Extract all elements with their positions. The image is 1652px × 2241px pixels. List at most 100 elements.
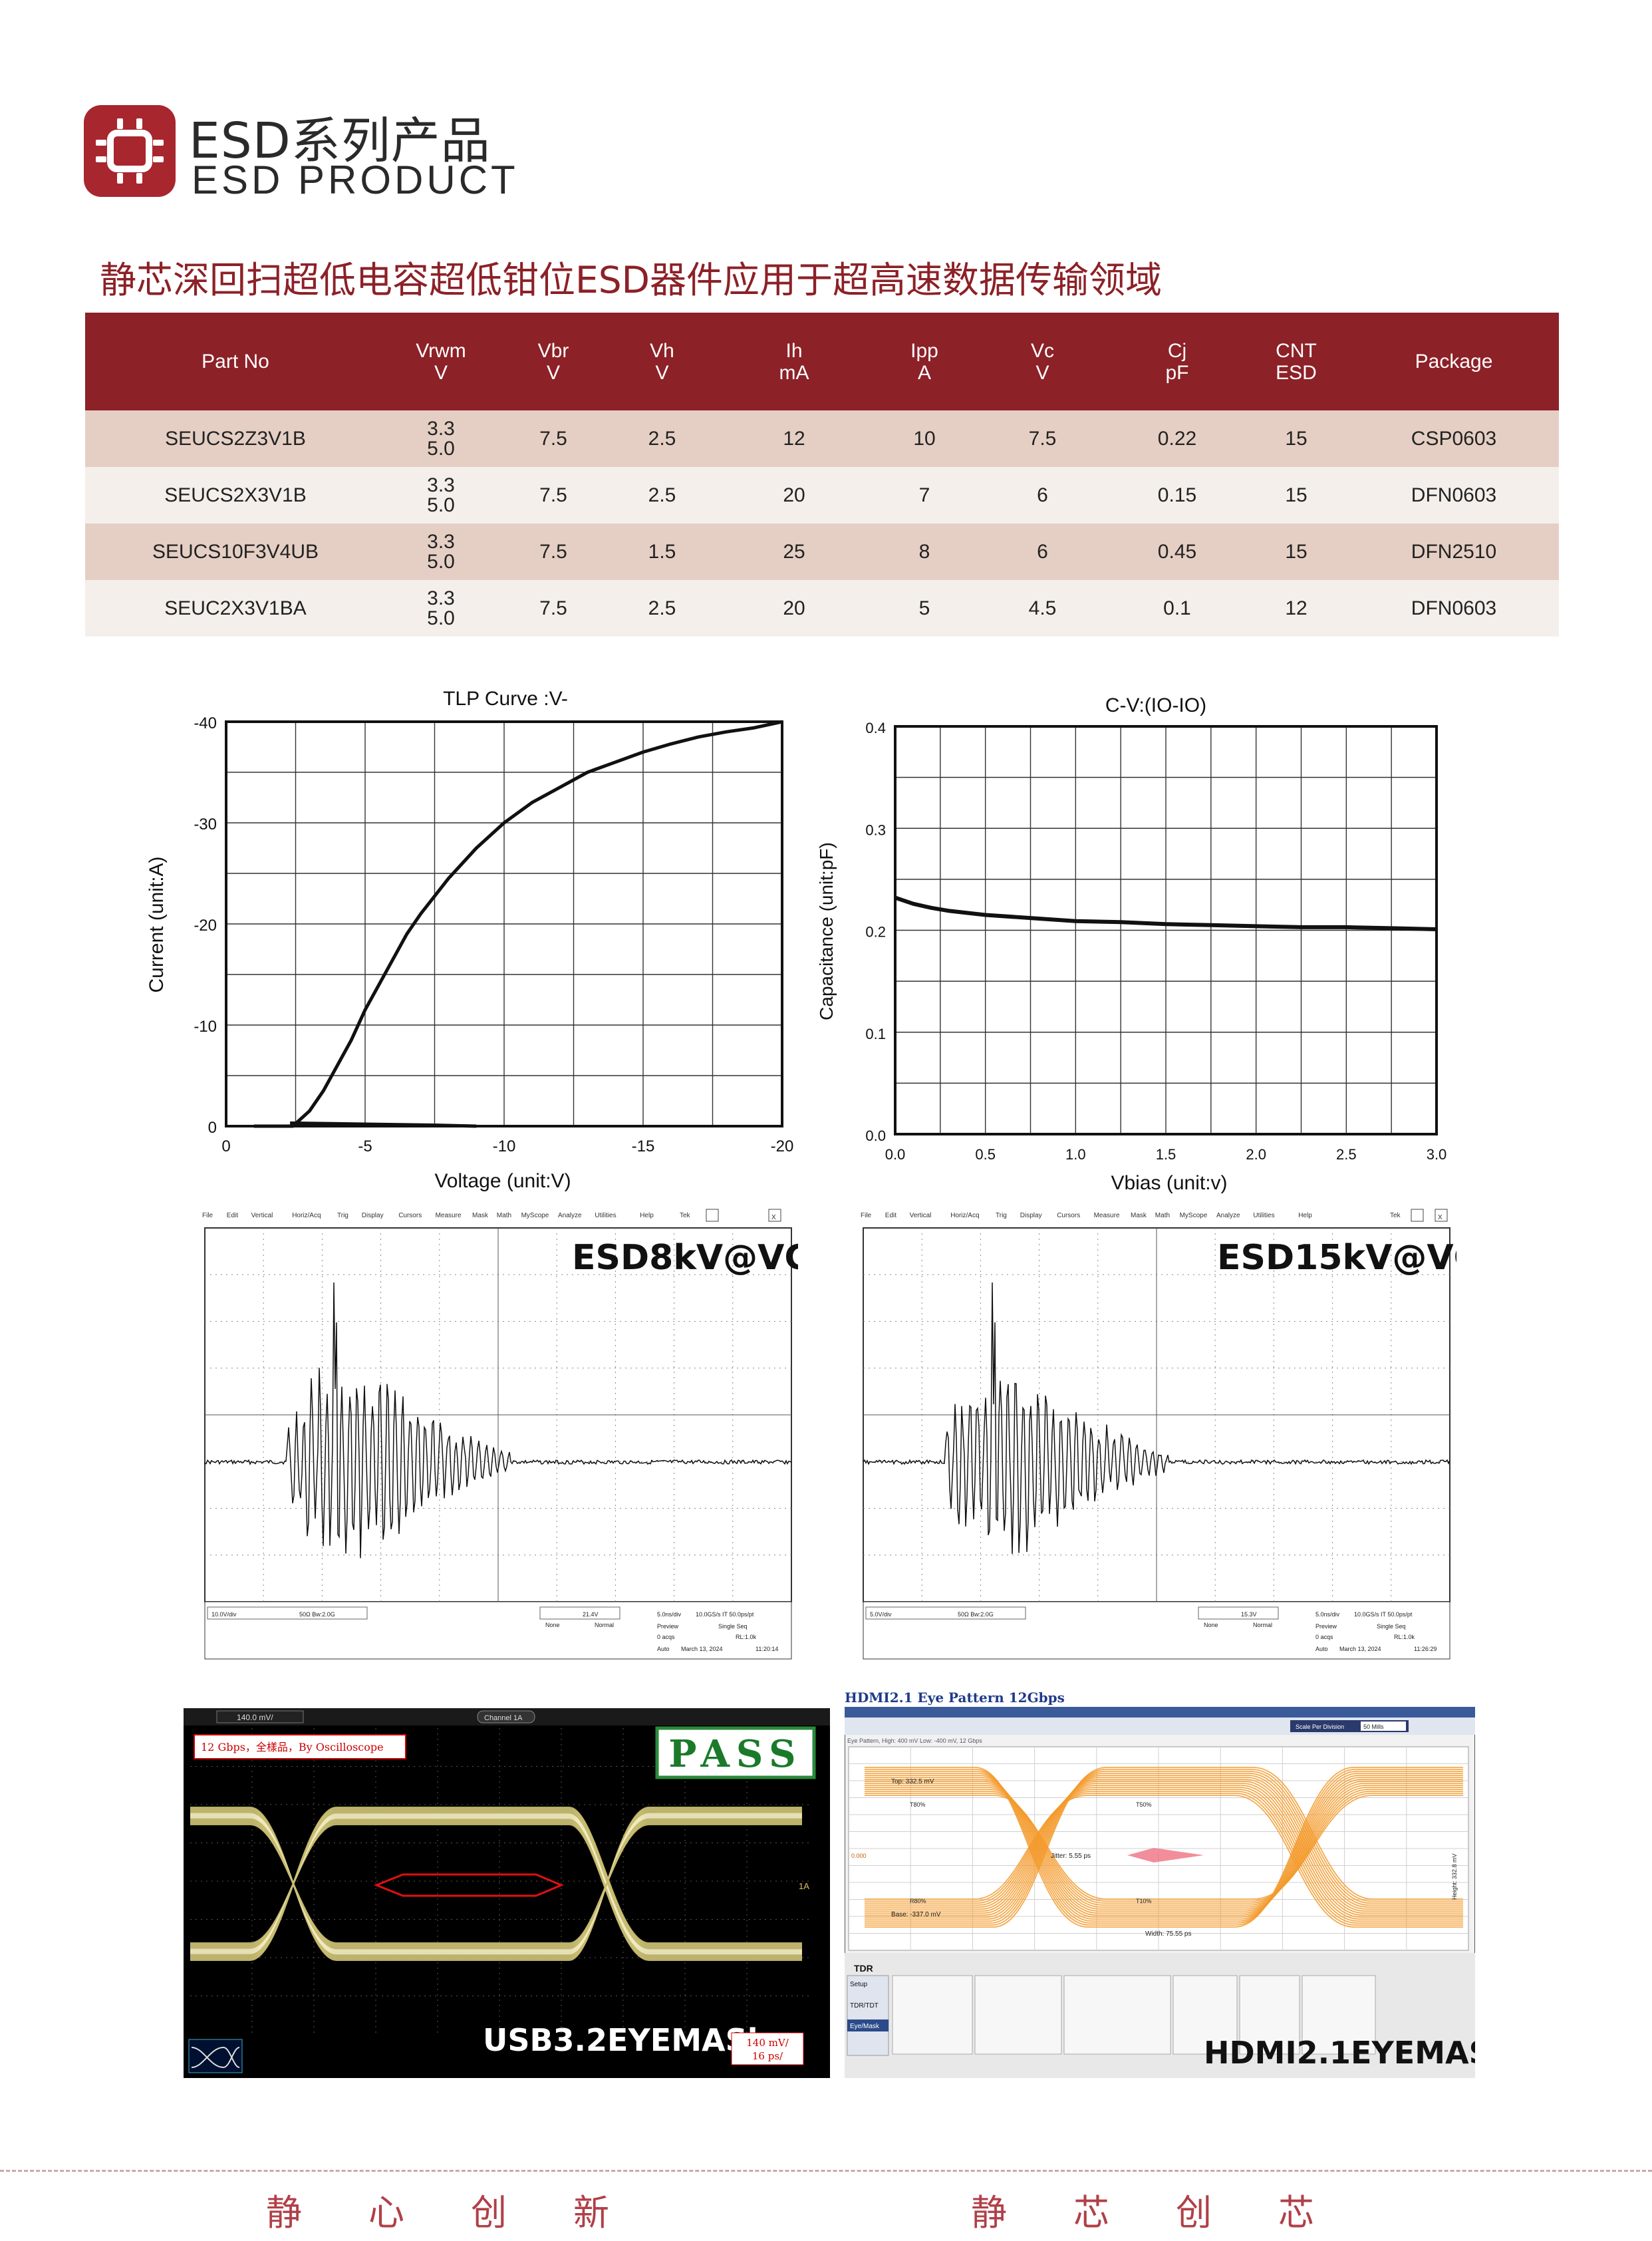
menu-item[interactable]: Measure xyxy=(436,1212,462,1219)
channel-pill[interactable] xyxy=(477,1710,535,1723)
cell-vrwm: 3.3 5.0 xyxy=(386,410,496,467)
menu-item[interactable]: Trig xyxy=(337,1212,348,1219)
capture-time: 11:20:14 xyxy=(756,1646,778,1652)
settings-panel[interactable] xyxy=(892,1975,973,2055)
scale-readout: 140.0 mV/ xyxy=(237,1713,273,1722)
marker-low2: T10% xyxy=(1136,1898,1152,1904)
menu-item[interactable]: Measure xyxy=(1094,1212,1120,1219)
menu-item[interactable]: File xyxy=(861,1212,872,1219)
menu-item[interactable]: Edit xyxy=(227,1212,238,1219)
channel-marker: 1A xyxy=(799,1881,809,1891)
menu-item[interactable]: Horiz/Acq xyxy=(950,1212,979,1219)
channel-readout[interactable] xyxy=(865,1606,1026,1620)
y-tick-label: 0 xyxy=(208,1119,217,1137)
scope-waveform xyxy=(863,1282,1450,1555)
menu-item[interactable]: Edit xyxy=(885,1212,896,1219)
menu-item[interactable]: Help xyxy=(1298,1212,1312,1219)
menu-item[interactable]: Mask xyxy=(1131,1212,1147,1219)
tek-logo: Tek xyxy=(680,1212,691,1219)
menu-item[interactable]: Vertical xyxy=(910,1212,932,1219)
capture-date: March 13, 2024 xyxy=(1339,1646,1381,1652)
scale-field[interactable] xyxy=(216,1710,304,1723)
brand-title-cn: ESD系列产品 xyxy=(189,112,491,170)
cell-package: DFN2510 xyxy=(1349,523,1559,580)
menu-item[interactable]: Vertical xyxy=(251,1212,273,1219)
cell-part: SEUCS2Z3V1B xyxy=(85,410,386,467)
y-tick-label: 0.0 xyxy=(865,1127,886,1144)
settings-panel[interactable] xyxy=(1172,1975,1238,2055)
menu-item[interactable]: Help xyxy=(640,1212,654,1219)
y-tick-label: -40 xyxy=(194,714,217,732)
close-button[interactable] xyxy=(768,1209,781,1222)
minimize-button[interactable] xyxy=(1411,1209,1424,1222)
capture-time: 11:26:29 xyxy=(1414,1646,1437,1652)
menu-item[interactable]: Display xyxy=(1020,1212,1042,1219)
nav-setup[interactable]: Setup xyxy=(850,1981,868,1988)
app-menu-bar xyxy=(845,1707,1475,1718)
settings-panel[interactable] xyxy=(1063,1975,1171,2055)
menu-item[interactable]: MyScope xyxy=(1180,1212,1208,1219)
table-header-row: Part No Vrwm V Vbr V Vh V Ih mA Ipp A Vc V Cj p… xyxy=(85,313,1559,410)
y-tick-label: -30 xyxy=(194,816,217,833)
menu-item[interactable]: Trig xyxy=(996,1212,1007,1219)
x-tick-label: 0.5 xyxy=(975,1146,996,1163)
scope-status-bar: 5.0V/div 50Ω Bw:2.0G 15.3V None Normal 5… xyxy=(863,1601,1450,1660)
note-text: 12 Gbps，全樣品，By Oscilloscope xyxy=(201,1741,384,1753)
cell-vrwm: 3.3 5.0 xyxy=(386,467,496,523)
scale-input[interactable] xyxy=(1361,1721,1406,1731)
footer-slogan-right: 静芯创芯 xyxy=(971,2192,1381,2234)
trigger-readout[interactable] xyxy=(539,1606,620,1620)
y-tick-label: 0.1 xyxy=(865,1026,886,1042)
close-button[interactable] xyxy=(1435,1209,1448,1222)
nav-eye-mask[interactable]: Eye/Mask xyxy=(850,2023,880,2030)
menu-item[interactable]: Math xyxy=(1155,1212,1170,1219)
x-tick-label: -5 xyxy=(358,1137,372,1155)
hdmi-title: HDMI2.1 Eye Pattern 12Gbps xyxy=(845,1690,1065,1706)
cell-part: SEUC2X3V1BA xyxy=(85,580,386,637)
scale-label: Scale Per Division xyxy=(1296,1723,1344,1730)
record-length: RL:1.0k xyxy=(1394,1634,1415,1640)
close-icon[interactable]: X xyxy=(1438,1214,1443,1221)
scope-label: ESD8kV@VC xyxy=(572,1238,798,1278)
settings-panel[interactable] xyxy=(1302,1975,1376,2055)
close-icon[interactable]: X xyxy=(771,1214,776,1221)
channel-info: 50Ω Bw:2.0G xyxy=(958,1611,994,1618)
eye-thumbnail-icon[interactable] xyxy=(188,2039,243,2073)
menu-item[interactable]: File xyxy=(202,1212,213,1219)
x-tick-label: 1.5 xyxy=(1156,1146,1176,1163)
menu-item[interactable]: Utilities xyxy=(1253,1212,1274,1219)
preview-text: Preview xyxy=(657,1623,679,1630)
trigger-readout[interactable] xyxy=(1198,1606,1279,1620)
settings-panel[interactable] xyxy=(974,1975,1062,2055)
x-tick-label: 2.0 xyxy=(1246,1146,1266,1163)
cell-ipp: 8 xyxy=(875,523,974,580)
trigger-normal: Normal xyxy=(1253,1622,1272,1628)
menu-item[interactable]: Math xyxy=(497,1212,511,1219)
menu-item[interactable]: Mask xyxy=(472,1212,489,1219)
channel-readout[interactable] xyxy=(207,1606,368,1620)
cell-vc: 6 xyxy=(974,523,1111,580)
menu-item[interactable]: Analyze xyxy=(558,1212,582,1219)
col-header: Vh V xyxy=(611,313,714,410)
settings-panel[interactable] xyxy=(1239,1975,1300,2055)
menu-item[interactable]: Analyze xyxy=(1216,1212,1240,1219)
scope-screenshot-15kv: File Edit Vertical Horiz/Acq Trig Display Curs… xyxy=(858,1203,1456,1662)
menu-item[interactable]: Display xyxy=(362,1212,384,1219)
base-level: Base: -337.0 mV xyxy=(891,1911,941,1918)
nav-tdr-tdt[interactable]: TDR/TDT xyxy=(850,2002,879,2010)
cell-vh: 2.5 xyxy=(611,467,714,523)
menu-item[interactable]: MyScope xyxy=(521,1212,549,1219)
minimize-button[interactable] xyxy=(706,1209,719,1222)
menu-item[interactable]: Cursors xyxy=(398,1212,422,1219)
x-tick-label: 0.0 xyxy=(885,1146,906,1163)
tdr-tab[interactable]: TDR xyxy=(854,1963,873,1974)
cell-vbr: 7.5 xyxy=(496,523,611,580)
scale-box-volts: 140 mV/ xyxy=(746,2037,789,2049)
menu-item[interactable]: Horiz/Acq xyxy=(292,1212,321,1219)
menu-item[interactable]: Utilities xyxy=(595,1212,616,1219)
cell-cj: 0.22 xyxy=(1111,410,1244,467)
scope-menu-bar: File Edit Vertical Horiz/Acq Trig Display Curs… xyxy=(861,1212,1312,1219)
cell-ih: 12 xyxy=(714,410,875,467)
menu-item[interactable]: Cursors xyxy=(1057,1212,1080,1219)
col-header: Package xyxy=(1349,313,1559,410)
